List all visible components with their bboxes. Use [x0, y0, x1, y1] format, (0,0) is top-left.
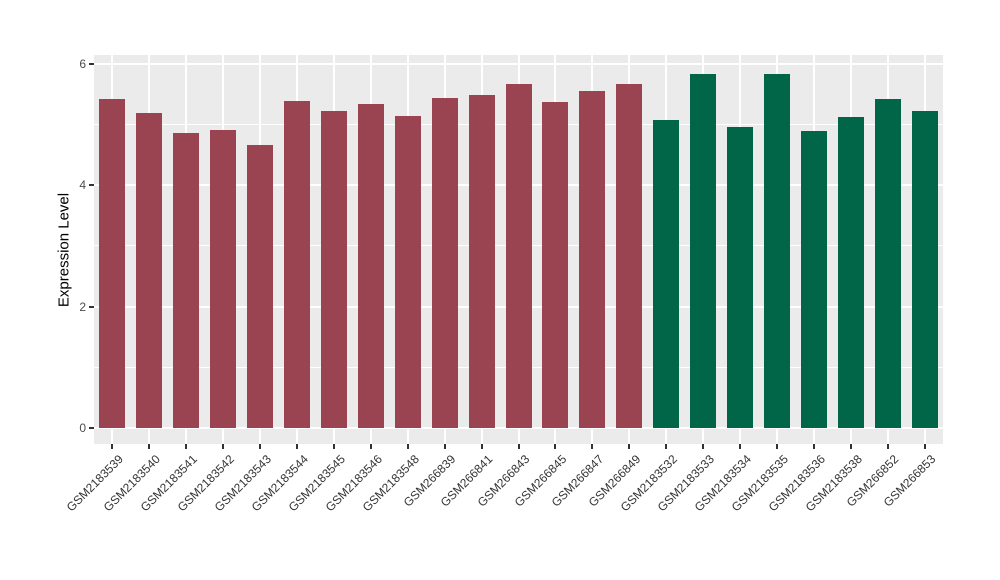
x-tick — [111, 444, 114, 449]
x-tick — [517, 444, 520, 449]
bar-GSM2183545 — [320, 111, 347, 428]
y-tick — [89, 62, 94, 65]
bar-GSM2183535 — [763, 74, 790, 428]
y-tick-label: 6 — [79, 56, 86, 71]
x-tick — [849, 444, 852, 449]
y-tick — [89, 184, 94, 187]
y-tick-label: 0 — [79, 421, 86, 435]
x-tick — [886, 444, 889, 449]
x-tick — [554, 444, 557, 449]
bar-GSM266852 — [874, 98, 901, 428]
bar-GSM2183542 — [210, 130, 237, 428]
y-tick-label: 4 — [79, 178, 86, 193]
bar-GSM266845 — [542, 101, 569, 428]
x-tick — [443, 444, 446, 449]
x-tick — [222, 444, 225, 449]
bar-GSM2183541 — [173, 133, 200, 428]
plot-panel — [94, 55, 943, 444]
bar-GSM2183534 — [726, 127, 753, 428]
y-tick — [89, 427, 94, 429]
y-axis-title: Expression Level — [55, 192, 73, 308]
bar-GSM2183544 — [284, 100, 311, 428]
bar-GSM2183543 — [247, 145, 274, 428]
x-tick — [406, 444, 409, 449]
x-tick — [775, 444, 778, 449]
x-tick — [369, 444, 372, 449]
y-tick — [89, 305, 94, 308]
bar-GSM266841 — [468, 94, 495, 428]
bar-GSM2183539 — [99, 99, 126, 428]
x-tick — [628, 444, 631, 449]
bar-GSM2183533 — [690, 74, 717, 428]
x-tick — [738, 444, 741, 449]
y-tick-label: 2 — [79, 299, 86, 314]
x-tick — [812, 444, 815, 449]
x-tick — [702, 444, 705, 449]
bar-GSM2183538 — [837, 117, 864, 428]
x-tick — [296, 444, 299, 449]
x-tick — [185, 444, 188, 449]
x-tick — [148, 444, 151, 449]
bar-GSM2183532 — [653, 119, 680, 428]
bar-GSM266847 — [579, 91, 606, 428]
x-tick — [591, 444, 594, 449]
bar-GSM266843 — [505, 84, 532, 428]
bar-GSM2183548 — [394, 116, 421, 428]
x-tick — [665, 444, 668, 449]
x-tick — [332, 444, 335, 449]
bar-GSM2183536 — [800, 130, 827, 428]
bar-GSM266839 — [431, 97, 458, 428]
x-tick — [259, 444, 262, 449]
bar-GSM2183546 — [357, 104, 384, 428]
x-tick — [480, 444, 483, 449]
bar-GSM266853 — [911, 111, 938, 428]
bar-GSM266849 — [616, 84, 643, 428]
bar-GSM2183540 — [136, 113, 163, 428]
x-tick — [923, 444, 926, 449]
